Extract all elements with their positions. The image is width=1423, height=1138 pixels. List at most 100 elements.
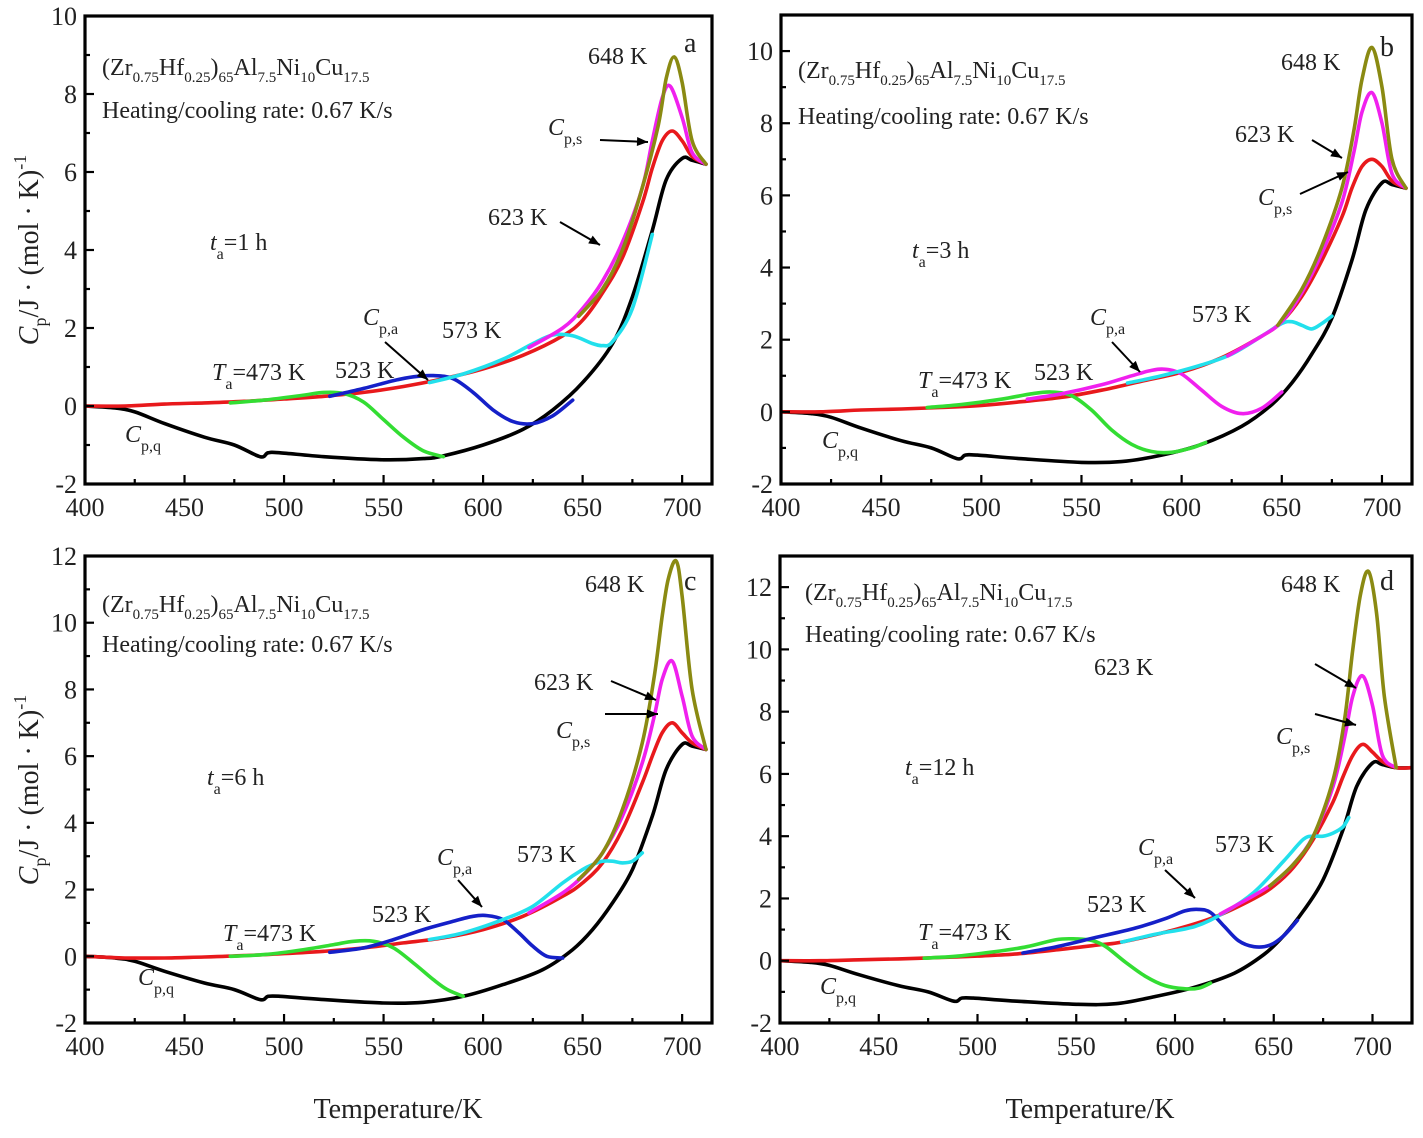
cp-s-arrow bbox=[1314, 713, 1357, 727]
curves bbox=[85, 55, 708, 462]
ta-sub: a bbox=[931, 936, 938, 953]
y-tick-label: 4 bbox=[64, 809, 77, 838]
y-tick-label: 2 bbox=[64, 314, 77, 343]
x-tick-label: 600 bbox=[1162, 493, 1201, 522]
annealing-time-label-sub: a bbox=[214, 781, 221, 798]
annealing-time-label-main: t bbox=[912, 238, 920, 264]
y-tick-label: 6 bbox=[64, 742, 77, 771]
composition-subscript: 10 bbox=[300, 607, 315, 623]
ylabel-sub: p bbox=[30, 858, 50, 867]
x-tick-label: 450 bbox=[165, 1032, 204, 1061]
annealing-time-label-main: t bbox=[905, 755, 913, 781]
cp-q-label-main: C bbox=[125, 422, 142, 448]
composition-part: Cu bbox=[315, 592, 343, 618]
heating-rate-label: Heating/cooling rate: 0.67 K/s bbox=[798, 104, 1089, 130]
annealing-temp-623-label: 623 K bbox=[534, 670, 594, 696]
arrow-head bbox=[1344, 717, 1356, 727]
series-line-cp-q bbox=[85, 155, 708, 462]
arrow-head bbox=[1183, 887, 1195, 898]
cp-s-label: Cp,s bbox=[556, 718, 590, 751]
cp-a-label-sub: p,a bbox=[379, 321, 398, 338]
series-line-473-k bbox=[228, 390, 446, 459]
cp-a-label-sub: p,a bbox=[1106, 321, 1125, 338]
composition-label: (Zr0.75Hf0.25)65Al7.5Ni10Cu17.5 bbox=[805, 580, 1073, 611]
y-tick-label: 2 bbox=[760, 326, 773, 355]
cp-a-label-main: C bbox=[1090, 305, 1107, 331]
series-line-cp-q bbox=[781, 179, 1408, 465]
composition-subscript: 17.5 bbox=[343, 607, 369, 623]
composition-subscript: 0.25 bbox=[184, 70, 210, 86]
arrow-head bbox=[588, 235, 600, 245]
series-line-473-k bbox=[925, 390, 1208, 455]
ta-value: =473 K bbox=[938, 920, 1012, 946]
annealing-temp-648-label: 648 K bbox=[585, 572, 645, 598]
series-line-648-k bbox=[576, 55, 708, 319]
composition-subscript: 7.5 bbox=[960, 595, 979, 611]
svg-text:Cp/J · (mol · K)-1: Cp/J · (mol · K)-1 bbox=[10, 155, 50, 345]
cp-a-arrow bbox=[1111, 341, 1141, 373]
composition-part: (Zr bbox=[798, 58, 829, 84]
x-tick-label: 700 bbox=[1353, 1032, 1392, 1061]
cp-a-arrow bbox=[1164, 869, 1196, 899]
composition-part: (Zr bbox=[805, 580, 836, 606]
annealing-temp-623-label: 623 K bbox=[488, 205, 548, 231]
cp-q-label-main: C bbox=[138, 965, 155, 991]
cp-s-arrow bbox=[1299, 171, 1349, 195]
x-tick-label: 450 bbox=[859, 1032, 898, 1061]
ylabel-main: C bbox=[14, 866, 45, 885]
temp-623-arrow bbox=[1311, 139, 1343, 159]
heating-rate-label: Heating/cooling rate: 0.67 K/s bbox=[805, 622, 1096, 648]
annealing-temp-473-label: Ta=473 K bbox=[918, 368, 1012, 401]
panel-letter-d: d bbox=[1380, 566, 1394, 597]
x-tick-label: 550 bbox=[1057, 1032, 1096, 1061]
annealing-temp-648-label: 648 K bbox=[1281, 572, 1341, 598]
composition-part: (Zr bbox=[102, 592, 133, 618]
series-line-473-k bbox=[228, 938, 465, 999]
cp-q-label-main: C bbox=[822, 428, 839, 454]
x-tick-label: 500 bbox=[962, 493, 1001, 522]
composition-subscript: 65 bbox=[218, 607, 233, 623]
svg-text:Cp/J · (mol · K)-1: Cp/J · (mol · K)-1 bbox=[10, 695, 50, 885]
composition-subscript: 65 bbox=[921, 595, 936, 611]
y-axis-title-top: Cp/J · (mol · K)-1 bbox=[10, 155, 50, 345]
ylabel-rest: /J · (mol · K) bbox=[14, 710, 45, 858]
annealing-temp-573-label: 573 K bbox=[1215, 832, 1275, 858]
y-tick-label: 6 bbox=[759, 760, 772, 789]
panels: 400 450 500 550 600 650 700-20246810(Zr0.75Hf0… bbox=[51, 2, 1414, 1061]
temp-623-arrow bbox=[559, 221, 601, 246]
ta-sub: a bbox=[225, 376, 232, 393]
x-tick-label: 600 bbox=[1156, 1032, 1195, 1061]
cp-a-arrow bbox=[457, 879, 483, 908]
composition-part: Hf bbox=[159, 592, 184, 618]
composition-subscript: 7.5 bbox=[257, 70, 276, 86]
y-tick-label: 0 bbox=[760, 398, 773, 427]
cp-a-label: Cp,a bbox=[1090, 305, 1125, 338]
y-tick-label: 12 bbox=[51, 542, 77, 571]
cp-q-label-sub: p,q bbox=[154, 981, 174, 998]
composition-subscript: 0.75 bbox=[836, 595, 862, 611]
x-tick-label: 450 bbox=[862, 493, 901, 522]
annealing-temp-473-label: Ta=473 K bbox=[212, 360, 306, 393]
cp-q-label: Cp,q bbox=[125, 422, 161, 455]
annealing-temp-523-label: 523 K bbox=[335, 358, 395, 384]
composition-subscript: 10 bbox=[996, 73, 1011, 89]
y-tick-label: 12 bbox=[746, 573, 772, 602]
y-tick-label: 10 bbox=[51, 2, 77, 31]
series-line-523-k bbox=[1025, 367, 1284, 416]
series-line-623-k bbox=[1218, 674, 1398, 916]
cp-s-label-sub: p,s bbox=[1292, 740, 1310, 757]
y-tick-label: -2 bbox=[751, 470, 773, 499]
series-line-cp-s bbox=[780, 742, 1412, 963]
ta-value: =473 K bbox=[938, 368, 1012, 394]
composition-part: Al bbox=[233, 55, 257, 81]
ylabel-sub: p bbox=[30, 318, 50, 327]
series-line-473-k bbox=[922, 936, 1213, 991]
arrow-head bbox=[1330, 148, 1342, 158]
composition-label: (Zr0.75Hf0.25)65Al7.5Ni10Cu17.5 bbox=[798, 58, 1066, 89]
composition-part: (Zr bbox=[102, 55, 133, 81]
cp-s-label-sub: p,s bbox=[564, 131, 582, 148]
x-axis-title-left: Temperature/K bbox=[313, 1094, 482, 1125]
temp-623-arrow bbox=[610, 680, 657, 701]
cp-s-label: Cp,s bbox=[548, 115, 582, 148]
